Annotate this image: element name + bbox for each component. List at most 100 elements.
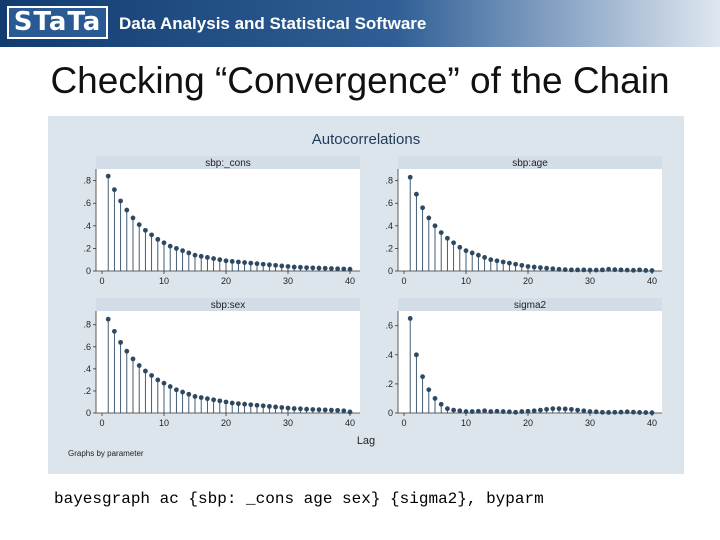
data-point [426, 215, 432, 221]
data-point [469, 250, 475, 256]
data-point [420, 205, 425, 211]
panel-plot-area [398, 169, 662, 271]
data-point [581, 408, 587, 414]
stata-logo: STaTa [7, 6, 108, 39]
data-point [438, 401, 444, 407]
data-point [236, 259, 241, 265]
data-point [279, 405, 285, 410]
data-point [130, 215, 136, 221]
data-point [488, 257, 494, 263]
data-point [322, 265, 328, 271]
data-point [105, 173, 111, 179]
data-point [304, 406, 309, 412]
data-point [347, 266, 353, 272]
data-point [130, 356, 136, 362]
data-point [463, 248, 469, 254]
x-tick-label: 30 [585, 276, 595, 286]
data-point [229, 400, 235, 406]
data-point [600, 409, 605, 415]
data-point [329, 266, 334, 271]
y-tick-label: .2 [83, 243, 91, 253]
data-point [192, 252, 198, 258]
data-point [242, 401, 248, 407]
x-tick-label: 20 [221, 276, 231, 286]
data-point [260, 403, 266, 409]
data-point [624, 267, 630, 273]
data-point [242, 260, 248, 265]
y-tick-label: .2 [83, 386, 91, 396]
data-point [538, 265, 543, 271]
data-point [507, 409, 512, 415]
y-tick-label: .8 [83, 176, 91, 186]
data-point [279, 263, 285, 269]
y-tick-label: .6 [385, 198, 393, 208]
data-point [618, 267, 624, 273]
data-point [198, 395, 204, 400]
data-point [457, 244, 463, 250]
data-point [624, 409, 630, 415]
data-point [161, 240, 167, 246]
x-tick-label: 20 [221, 418, 231, 428]
data-point [643, 268, 649, 273]
y-tick-label: .6 [83, 198, 91, 208]
x-tick-label: 30 [585, 418, 595, 428]
data-point [587, 267, 593, 273]
x-tick-label: 0 [99, 418, 104, 428]
data-point [211, 397, 217, 403]
data-point [637, 267, 642, 273]
data-point [285, 405, 291, 411]
data-point [451, 407, 456, 413]
data-point [550, 266, 556, 272]
data-point [469, 409, 475, 414]
data-point [180, 389, 186, 395]
data-point [420, 374, 425, 380]
data-point [112, 328, 117, 334]
data-point [513, 261, 518, 267]
data-point [198, 253, 204, 259]
data-point [248, 260, 254, 266]
data-point [155, 236, 161, 242]
autocorrelation-chart: Autocorrelations sbp:_cons 0 .2 .4 .6 .8 0 10 20 3… [48, 116, 684, 474]
panel-strip [96, 156, 360, 169]
x-axis-label: Lag [357, 435, 375, 447]
data-point [618, 409, 624, 415]
data-point [556, 266, 562, 272]
data-point [205, 255, 210, 260]
x-tick-label: 40 [345, 276, 355, 286]
data-point [174, 387, 179, 393]
data-point [192, 394, 198, 399]
data-point [260, 261, 266, 267]
data-point [538, 407, 543, 413]
data-point [407, 316, 413, 321]
data-point [631, 267, 636, 273]
data-point [544, 406, 549, 412]
data-point [161, 380, 167, 386]
data-point [254, 261, 260, 267]
data-point [414, 352, 419, 358]
data-point [118, 198, 123, 204]
data-point [445, 235, 450, 241]
data-point [291, 406, 297, 411]
data-point [513, 409, 518, 415]
x-tick-label: 10 [461, 418, 471, 428]
data-point [494, 258, 500, 264]
x-tick-label: 10 [159, 418, 169, 428]
x-tick-label: 10 [159, 276, 169, 286]
data-point [649, 410, 655, 416]
data-point [451, 240, 456, 246]
data-point [124, 207, 130, 213]
header-tagline: Data Analysis and Statistical Software [119, 14, 427, 33]
data-point [347, 409, 353, 415]
data-point [476, 252, 481, 258]
data-point [298, 264, 303, 270]
data-point [229, 259, 235, 264]
panel-plot-area [398, 311, 662, 413]
data-point [488, 409, 494, 414]
graphs-by-note: Graphs by parameter [68, 449, 144, 458]
data-point [310, 407, 316, 412]
y-tick-label: .4 [83, 364, 91, 374]
data-point [569, 406, 574, 412]
data-point [482, 255, 487, 260]
data-point [550, 406, 556, 412]
data-point [612, 409, 618, 415]
